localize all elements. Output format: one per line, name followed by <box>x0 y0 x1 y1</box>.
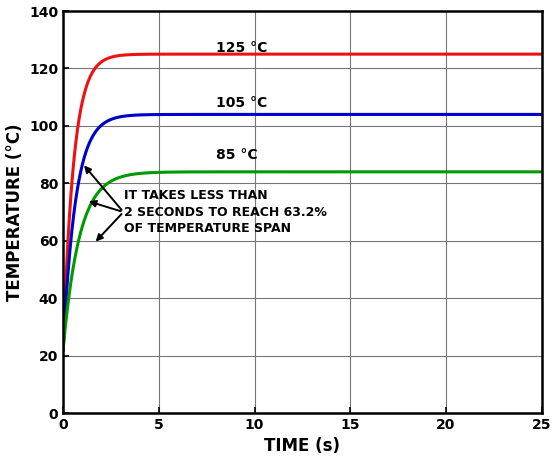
Text: 105 °C: 105 °C <box>216 96 267 110</box>
Text: 85 °C: 85 °C <box>216 148 258 162</box>
Text: IT TAKES LESS THAN
2 SECONDS TO REACH 63.2%
OF TEMPERATURE SPAN: IT TAKES LESS THAN 2 SECONDS TO REACH 63… <box>124 189 327 235</box>
Y-axis label: TEMPERATURE (°C): TEMPERATURE (°C) <box>6 123 23 301</box>
Text: 125 °C: 125 °C <box>216 41 267 55</box>
X-axis label: TIME (s): TIME (s) <box>265 437 340 455</box>
